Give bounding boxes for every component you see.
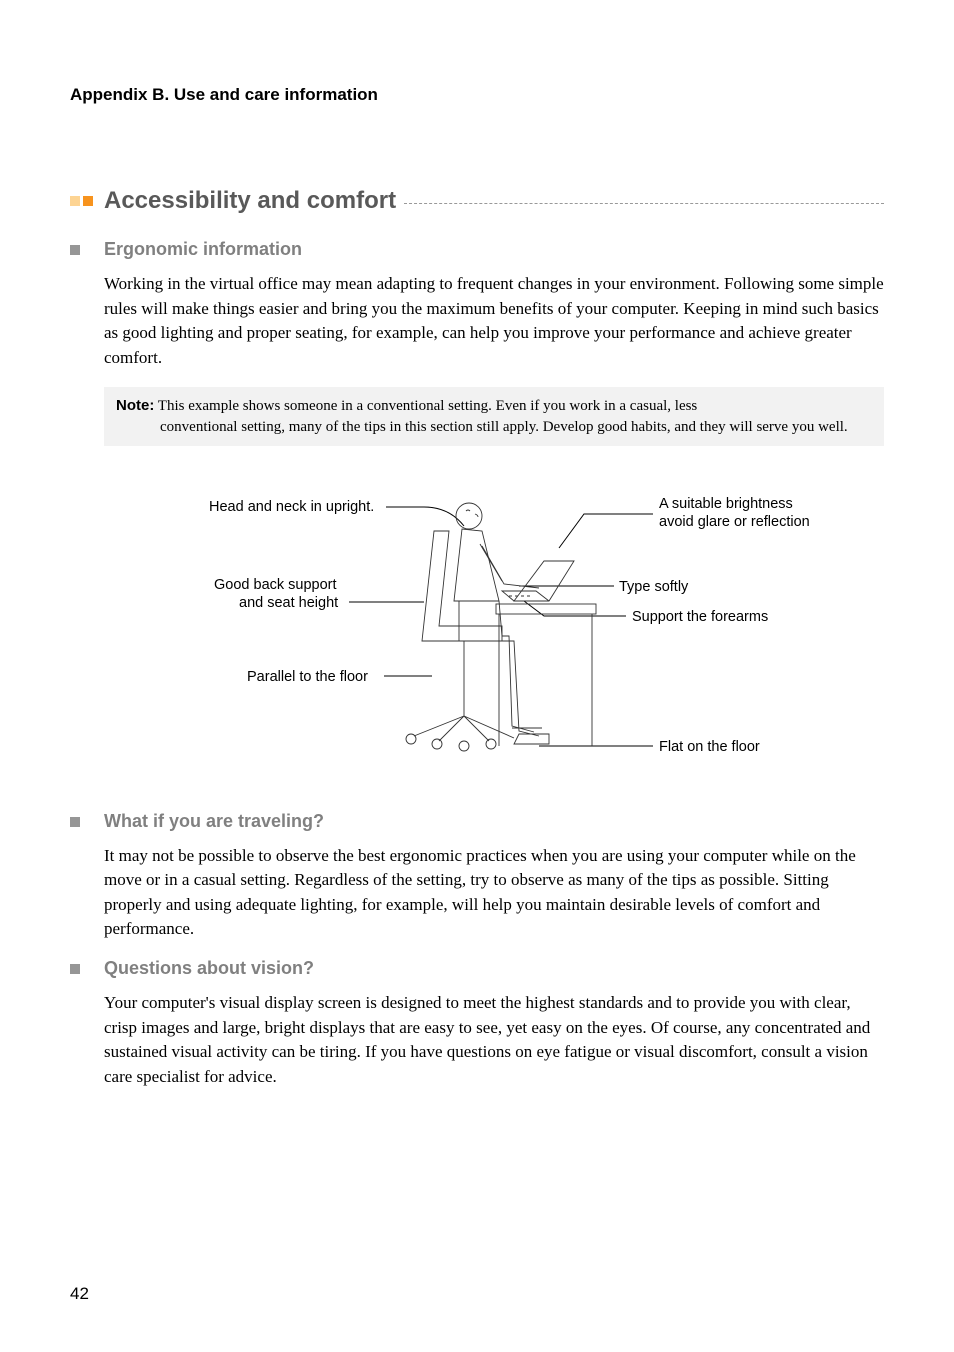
note-text: This example shows someone in a conventi… [154,398,697,414]
body-paragraph: Working in the virtual office may mean a… [104,272,884,371]
label-parallel: Parallel to the floor [247,669,368,685]
body-paragraph: It may not be possible to observe the be… [104,844,884,943]
bullet-icon [70,817,80,827]
label-flat: Flat on the floor [659,739,760,755]
figure-chair [406,531,514,751]
section-title-row: Accessibility and comfort [70,187,884,215]
subsection-row: Questions about vision? [70,958,884,979]
label-forearms: Support the forearms [632,609,768,625]
section-title: Accessibility and comfort [104,187,396,215]
figure-desk [496,561,596,746]
subsection-row: What if you are traveling? [70,811,884,832]
label-type: Type softly [619,579,689,595]
sub-heading-ergonomic: Ergonomic information [104,239,302,260]
divider [404,203,884,204]
bullet-icon [70,964,80,974]
label-back2: and seat height [239,595,338,611]
subsection-row: Ergonomic information [70,239,884,260]
sub-heading-traveling: What if you are traveling? [104,811,324,832]
label-head: Head and neck in upright. [209,499,374,515]
body-paragraph: Your computer's visual display screen is… [104,991,884,1090]
note-label: Note: [116,397,154,414]
bullet-icon [70,196,80,206]
label-bright2: avoid glare or reflection [659,514,810,530]
note-text-cont: conventional setting, many of the tips i… [160,417,872,438]
bullet-icon [70,245,80,255]
page-number: 42 [70,1284,89,1304]
figure-person [454,503,549,744]
ergonomic-diagram: Head and neck in upright. Good back supp… [104,476,884,771]
note-box: Note: This example shows someone in a co… [104,387,884,446]
bullet-icon [83,196,93,206]
label-back: Good back support [214,577,337,593]
appendix-header: Appendix B. Use and care information [70,85,884,105]
label-bright1: A suitable brightness [659,496,793,512]
sub-heading-vision: Questions about vision? [104,958,314,979]
